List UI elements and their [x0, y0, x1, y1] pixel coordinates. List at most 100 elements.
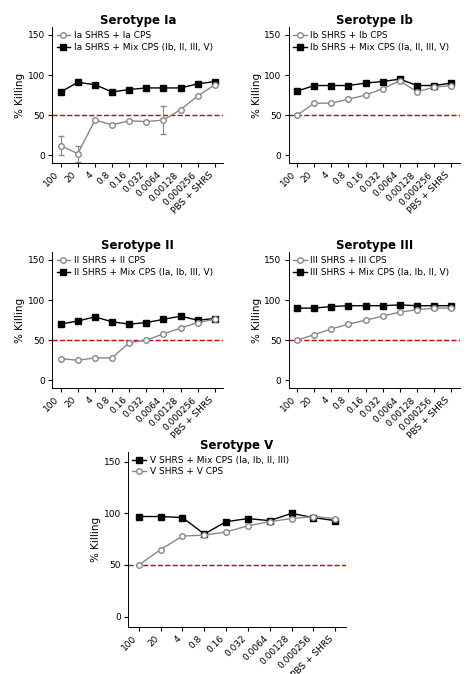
II SHRS + II CPS: [212, 315, 218, 324]
Legend: V SHRS + Mix CPS (Ia, Ib, II, III), V SHRS + V CPS: V SHRS + Mix CPS (Ia, Ib, II, III), V SH…: [131, 454, 291, 478]
Ia SHRS + Ia CPS: [109, 121, 115, 129]
V SHRS + V CPS: [267, 518, 273, 526]
Y-axis label: % Killing: % Killing: [15, 73, 25, 118]
Ib SHRS + Ib CPS: [397, 77, 403, 85]
Ib SHRS + Ib CPS: [294, 111, 300, 119]
Ib SHRS + Mix CPS (Ia, II, III, V): [431, 82, 437, 90]
III SHRS + III CPS: [431, 304, 437, 312]
V SHRS + Mix CPS (Ia, Ib, II, III): [245, 514, 251, 522]
III SHRS + Mix CPS (Ia, Ib, II, V): [414, 302, 420, 310]
II SHRS + Mix CPS (Ia, Ib, III, V): [212, 315, 218, 323]
Line: III SHRS + III CPS: III SHRS + III CPS: [294, 305, 454, 343]
Line: III SHRS + Mix CPS (Ia, Ib, II, V): III SHRS + Mix CPS (Ia, Ib, II, V): [294, 302, 454, 311]
II SHRS + Mix CPS (Ia, Ib, III, V): [144, 319, 149, 327]
II SHRS + Mix CPS (Ia, Ib, III, V): [195, 316, 201, 324]
Ib SHRS + Ib CPS: [448, 82, 454, 90]
Ib SHRS + Ib CPS: [328, 99, 334, 107]
V SHRS + V CPS: [332, 514, 338, 522]
III SHRS + Mix CPS (Ia, Ib, II, V): [311, 304, 317, 312]
Ib SHRS + Mix CPS (Ia, II, III, V): [294, 87, 300, 95]
Y-axis label: % Killing: % Killing: [91, 517, 101, 561]
Ia SHRS + Mix CPS (Ib, II, III, V): [75, 78, 81, 86]
Line: Ib SHRS + Ib CPS: Ib SHRS + Ib CPS: [294, 78, 454, 118]
V SHRS + V CPS: [245, 522, 251, 530]
III SHRS + III CPS: [363, 316, 368, 324]
V SHRS + Mix CPS (Ia, Ib, II, III): [310, 514, 316, 522]
Ib SHRS + Mix CPS (Ia, II, III, V): [328, 82, 334, 90]
II SHRS + II CPS: [195, 319, 201, 327]
V SHRS + Mix CPS (Ia, Ib, II, III): [136, 512, 142, 520]
V SHRS + V CPS: [310, 512, 316, 520]
V SHRS + V CPS: [223, 528, 229, 536]
Ia SHRS + Mix CPS (Ib, II, III, V): [195, 80, 201, 88]
Ia SHRS + Mix CPS (Ib, II, III, V): [144, 84, 149, 92]
II SHRS + Mix CPS (Ia, Ib, III, V): [178, 312, 183, 320]
Line: Ia SHRS + Mix CPS (Ib, II, III, V): Ia SHRS + Mix CPS (Ib, II, III, V): [58, 79, 218, 95]
Ia SHRS + Mix CPS (Ib, II, III, V): [178, 84, 183, 92]
Ib SHRS + Ib CPS: [346, 95, 351, 103]
III SHRS + Mix CPS (Ia, Ib, II, V): [397, 301, 403, 309]
Line: II SHRS + Mix CPS (Ia, Ib, III, V): II SHRS + Mix CPS (Ia, Ib, III, V): [58, 313, 218, 327]
Ib SHRS + Ib CPS: [363, 91, 368, 99]
V SHRS + Mix CPS (Ia, Ib, II, III): [180, 514, 185, 522]
Ia SHRS + Mix CPS (Ib, II, III, V): [109, 88, 115, 96]
II SHRS + Mix CPS (Ia, Ib, III, V): [92, 313, 98, 321]
Ia SHRS + Ia CPS: [144, 117, 149, 125]
Ia SHRS + Ia CPS: [212, 81, 218, 89]
Line: Ib SHRS + Mix CPS (Ia, II, III, V): Ib SHRS + Mix CPS (Ia, II, III, V): [294, 76, 454, 94]
III SHRS + Mix CPS (Ia, Ib, II, V): [346, 302, 351, 310]
II SHRS + Mix CPS (Ia, Ib, III, V): [161, 315, 166, 324]
Y-axis label: % Killing: % Killing: [252, 73, 262, 118]
Ia SHRS + Ia CPS: [92, 116, 98, 124]
Line: Ia SHRS + Ia CPS: Ia SHRS + Ia CPS: [58, 82, 218, 156]
Ib SHRS + Mix CPS (Ia, II, III, V): [311, 82, 317, 90]
V SHRS + Mix CPS (Ia, Ib, II, III): [332, 516, 338, 524]
V SHRS + Mix CPS (Ia, Ib, II, III): [289, 510, 294, 518]
II SHRS + Mix CPS (Ia, Ib, III, V): [75, 317, 81, 325]
Legend: Ib SHRS + Ib CPS, Ib SHRS + Mix CPS (Ia, II, III, V): Ib SHRS + Ib CPS, Ib SHRS + Mix CPS (Ia,…: [291, 30, 451, 53]
Ia SHRS + Ia CPS: [58, 142, 64, 150]
V SHRS + Mix CPS (Ia, Ib, II, III): [201, 530, 207, 538]
Ia SHRS + Mix CPS (Ib, II, III, V): [161, 84, 166, 92]
Ib SHRS + Mix CPS (Ia, II, III, V): [363, 79, 368, 87]
Ib SHRS + Ib CPS: [380, 85, 385, 93]
III SHRS + Mix CPS (Ia, Ib, II, V): [294, 304, 300, 312]
Ia SHRS + Ia CPS: [195, 92, 201, 100]
Line: II SHRS + II CPS: II SHRS + II CPS: [58, 317, 218, 363]
Legend: III SHRS + III CPS, III SHRS + Mix CPS (Ia, Ib, II, V): III SHRS + III CPS, III SHRS + Mix CPS (…: [291, 255, 451, 278]
Y-axis label: % Killing: % Killing: [15, 298, 25, 342]
Y-axis label: % Killing: % Killing: [252, 298, 262, 342]
II SHRS + II CPS: [109, 354, 115, 362]
V SHRS + V CPS: [158, 545, 164, 553]
III SHRS + Mix CPS (Ia, Ib, II, V): [328, 303, 334, 311]
III SHRS + III CPS: [294, 336, 300, 344]
Line: V SHRS + Mix CPS (Ia, Ib, II, III): V SHRS + Mix CPS (Ia, Ib, II, III): [136, 511, 338, 537]
Ib SHRS + Ib CPS: [431, 83, 437, 91]
V SHRS + Mix CPS (Ia, Ib, II, III): [267, 516, 273, 524]
Title: Serotype Ib: Serotype Ib: [336, 14, 412, 27]
III SHRS + III CPS: [311, 330, 317, 338]
Ia SHRS + Mix CPS (Ib, II, III, V): [58, 88, 64, 96]
Legend: II SHRS + II CPS, II SHRS + Mix CPS (Ia, Ib, III, V): II SHRS + II CPS, II SHRS + Mix CPS (Ia,…: [55, 255, 215, 278]
II SHRS + II CPS: [127, 338, 132, 346]
V SHRS + V CPS: [201, 531, 207, 539]
Ia SHRS + Ia CPS: [178, 106, 183, 114]
III SHRS + III CPS: [346, 320, 351, 328]
Ia SHRS + Mix CPS (Ib, II, III, V): [92, 81, 98, 89]
II SHRS + Mix CPS (Ia, Ib, III, V): [109, 317, 115, 326]
Title: Serotype III: Serotype III: [336, 239, 413, 252]
II SHRS + Mix CPS (Ia, Ib, III, V): [127, 320, 132, 328]
Ib SHRS + Ib CPS: [414, 88, 420, 96]
II SHRS + II CPS: [144, 336, 149, 344]
III SHRS + III CPS: [380, 312, 385, 320]
Title: Serotype II: Serotype II: [101, 239, 174, 252]
Ib SHRS + Mix CPS (Ia, II, III, V): [448, 79, 454, 87]
V SHRS + V CPS: [136, 561, 142, 569]
Line: V SHRS + V CPS: V SHRS + V CPS: [136, 514, 338, 568]
Ib SHRS + Mix CPS (Ia, II, III, V): [380, 78, 385, 86]
V SHRS + Mix CPS (Ia, Ib, II, III): [158, 512, 164, 520]
Ib SHRS + Mix CPS (Ia, II, III, V): [414, 82, 420, 90]
Ib SHRS + Mix CPS (Ia, II, III, V): [397, 75, 403, 83]
II SHRS + II CPS: [161, 330, 166, 338]
II SHRS + II CPS: [58, 355, 64, 363]
